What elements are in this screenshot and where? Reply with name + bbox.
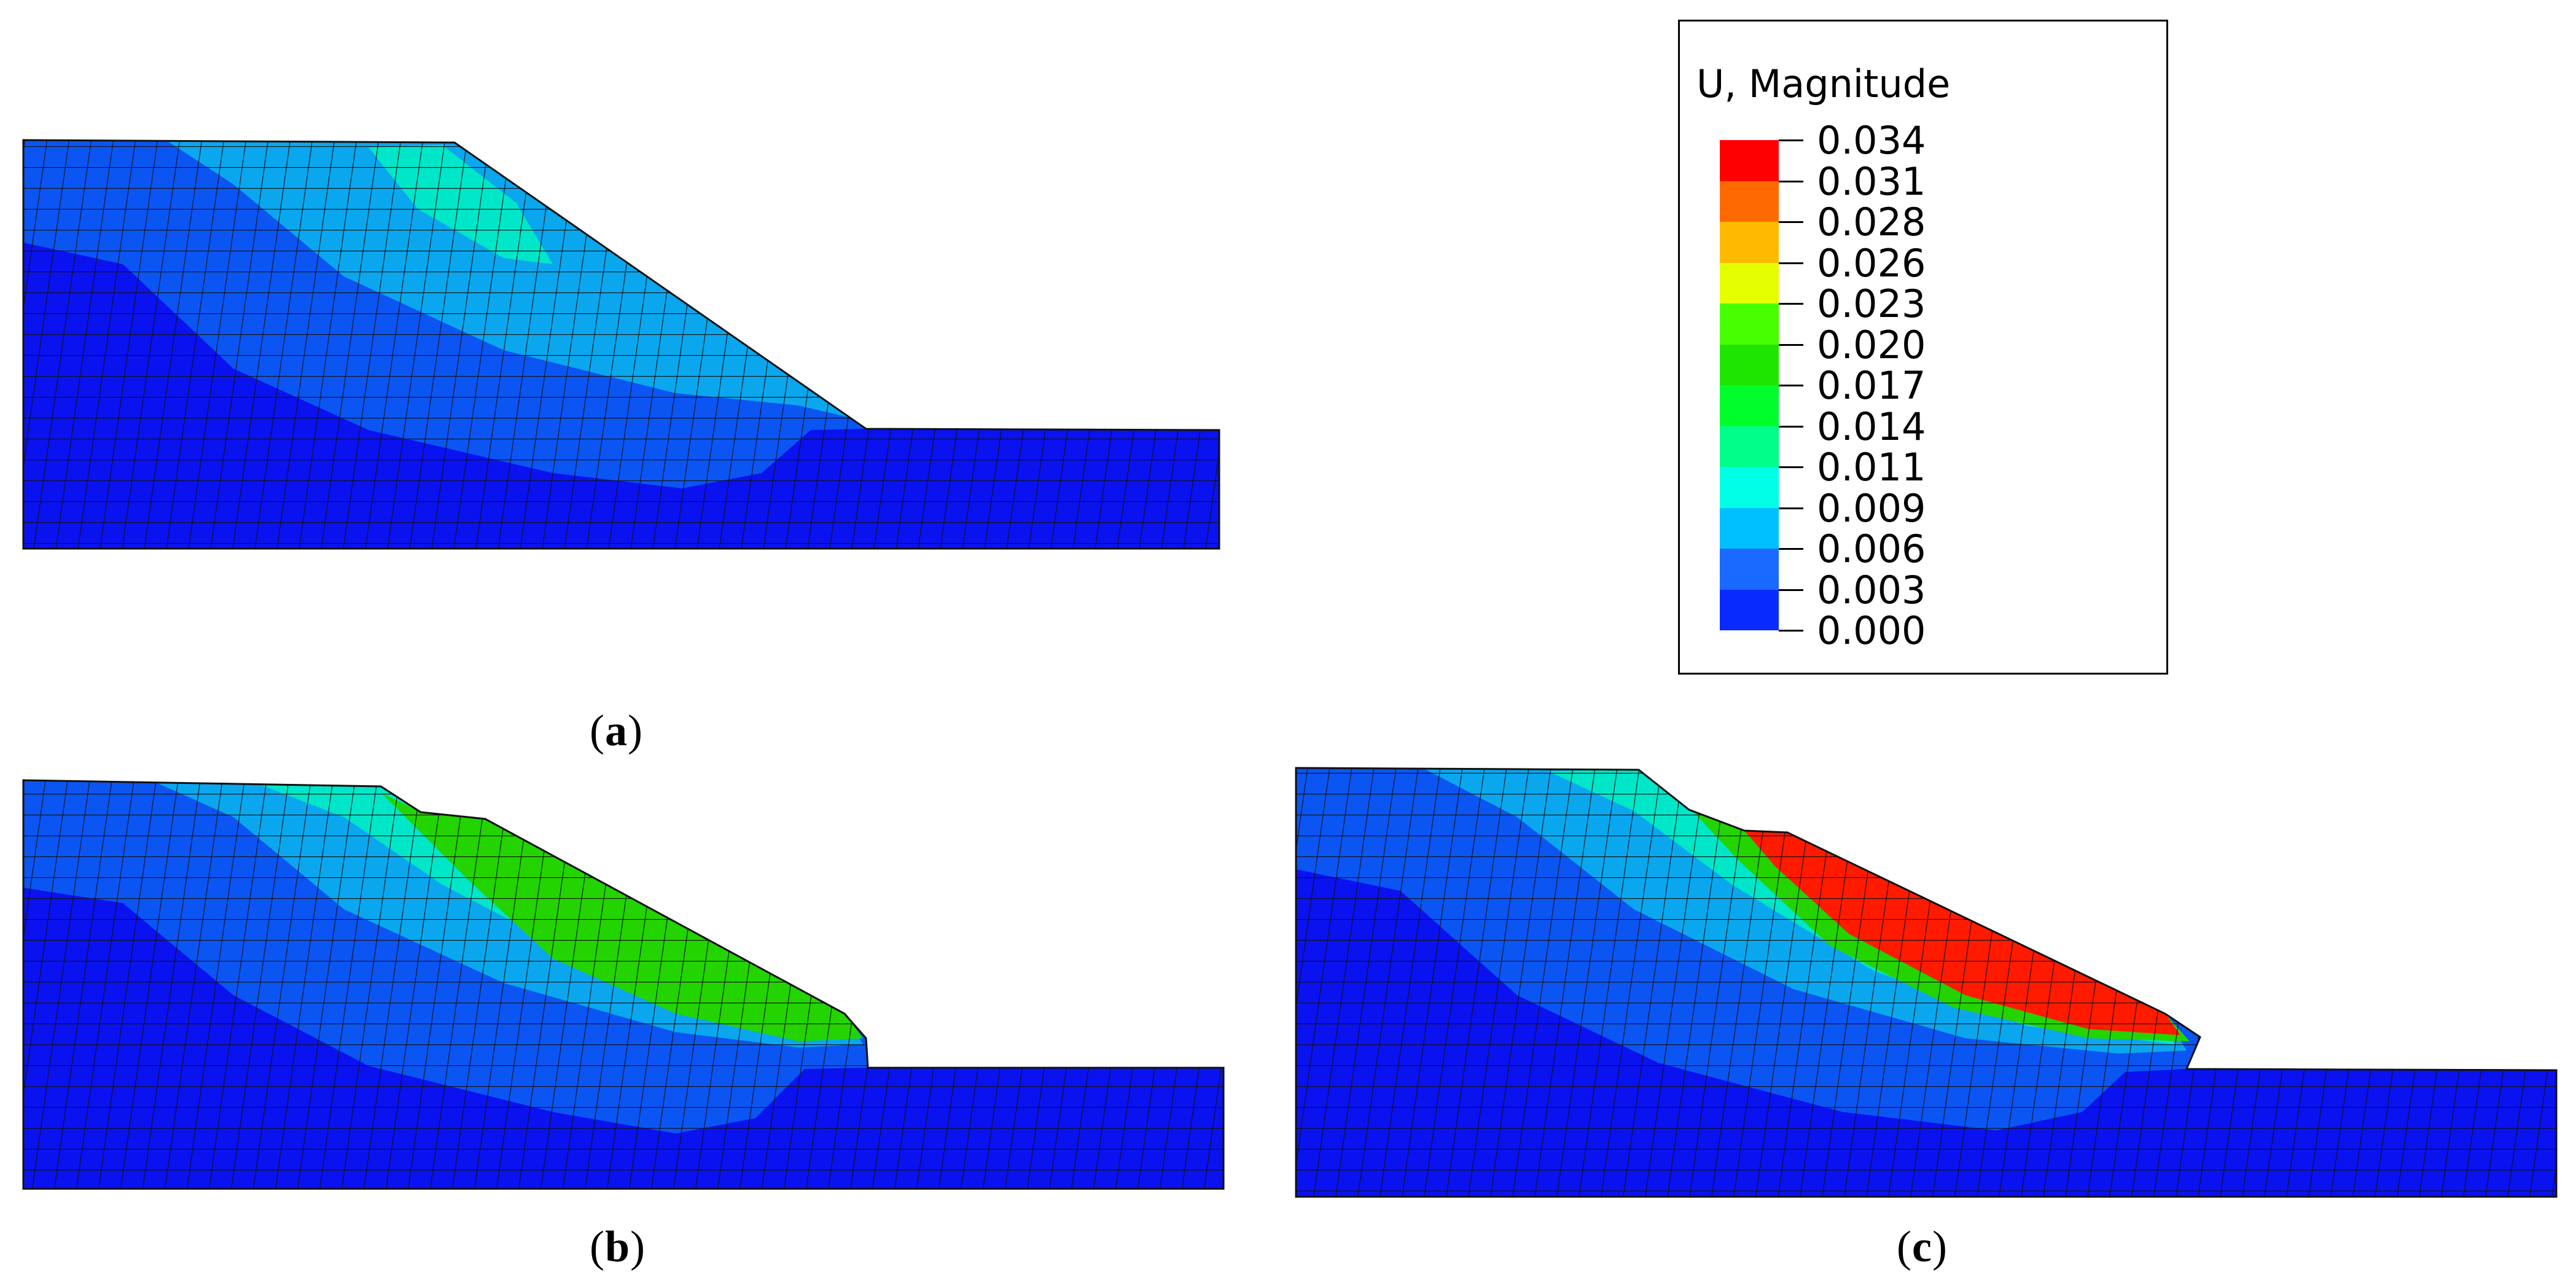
legend-title: U, Magnitude (1696, 61, 1951, 106)
panel-b-contour (23, 780, 1224, 1189)
mesh-grid (23, 140, 1219, 549)
legend-label: 0.009 (1817, 485, 1926, 531)
caption-b: (b) (590, 1222, 646, 1271)
legend-label: 0.006 (1817, 527, 1926, 571)
panel-a-outline (22, 139, 1220, 550)
legend-tick (1779, 303, 1803, 305)
legend-swatch (1720, 507, 1779, 549)
legend-tick (1779, 139, 1803, 141)
legend-tick (1779, 425, 1803, 428)
legend-tick (1779, 262, 1803, 264)
legend-swatch (1720, 181, 1779, 222)
legend-label: 0.017 (1817, 363, 1926, 408)
legend-swatch (1720, 426, 1779, 467)
legend-tick (1779, 630, 1803, 632)
legend-label: 0.034 (1817, 118, 1926, 163)
legend-tick (1779, 466, 1803, 468)
legend-swatch (1720, 549, 1779, 590)
legend-swatch (1720, 385, 1779, 426)
legend-label: 0.011 (1817, 445, 1926, 490)
panel-a-contour (23, 140, 1219, 549)
panel-b-outline (22, 779, 1225, 1190)
legend-swatch (1720, 467, 1779, 508)
panel-c-outline (1295, 767, 2558, 1198)
legend-tick (1779, 589, 1803, 591)
legend-label: 0.028 (1817, 200, 1926, 245)
panel-c-contour (1296, 768, 2556, 1197)
legend-label: 0.014 (1817, 404, 1926, 449)
legend-label: 0.003 (1817, 567, 1926, 613)
legend-swatch (1720, 262, 1779, 303)
legend-swatch (1720, 222, 1779, 263)
mesh-grid (23, 780, 1224, 1189)
legend-tick (1779, 180, 1803, 182)
legend-tick (1779, 548, 1803, 550)
legend-tick (1779, 343, 1803, 346)
legend-label: 0.023 (1817, 281, 1926, 326)
legend-tick (1779, 507, 1803, 509)
legend-swatch (1720, 589, 1779, 630)
legend-swatch (1720, 303, 1779, 345)
legend-tick (1779, 221, 1803, 223)
legend-swatch (1720, 344, 1779, 385)
mesh-grid (1296, 768, 2556, 1197)
legend-label: 0.000 (1817, 608, 1926, 653)
legend-tick (1779, 385, 1803, 386)
caption-c: (c) (1897, 1222, 1948, 1271)
caption-a: (a) (590, 706, 643, 755)
legend-label: 0.020 (1817, 322, 1926, 367)
legend-swatch (1720, 140, 1779, 181)
legend-label: 0.031 (1817, 159, 1926, 204)
legend-label: 0.026 (1817, 240, 1926, 286)
